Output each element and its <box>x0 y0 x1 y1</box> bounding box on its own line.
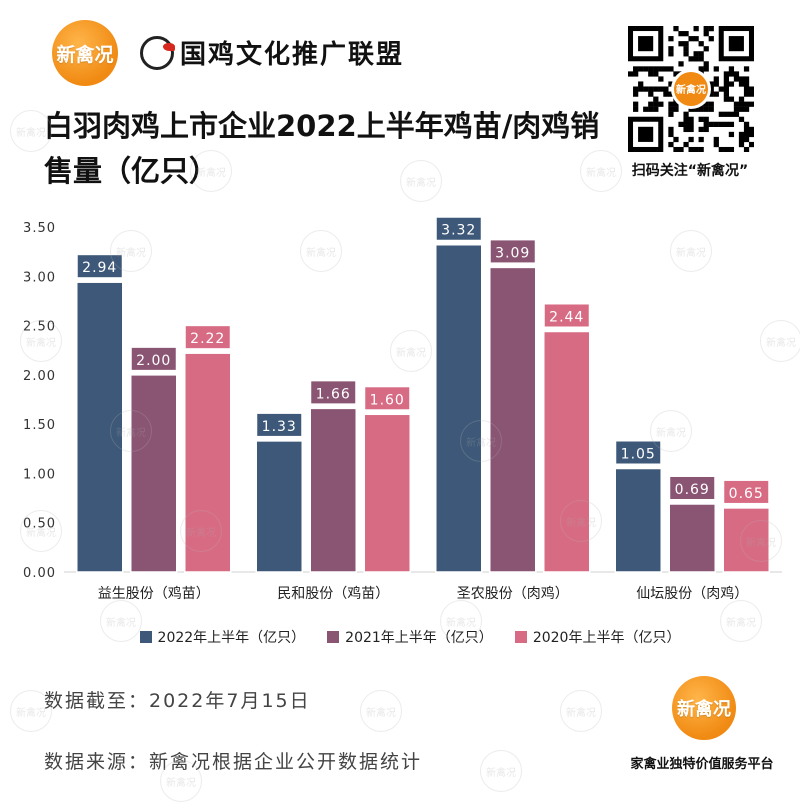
data-label-box <box>131 347 176 370</box>
data-label: 2.22 <box>190 331 225 347</box>
y-tick-label: 2.00 <box>23 369 56 384</box>
data-label: 1.66 <box>316 386 351 402</box>
data-source: 数据来源：新禽况根据企业公开数据统计 <box>44 751 423 773</box>
y-tick-label: 0.00 <box>23 566 56 581</box>
bar <box>130 374 178 573</box>
xinqinkuang-logo-bottom: 新禽况 <box>672 676 736 740</box>
y-tick-label: 3.50 <box>23 221 56 236</box>
watermark-logo: 新禽况 <box>100 600 142 642</box>
data-label: 1.60 <box>370 392 405 408</box>
watermark-logo: 新禽况 <box>760 320 800 362</box>
data-label-box <box>77 255 122 278</box>
data-as-of: 数据截至：2022年7月15日 <box>44 690 311 712</box>
watermark-logo: 新禽况 <box>360 690 402 732</box>
data-label-box <box>311 381 356 404</box>
data-label-box <box>490 240 535 263</box>
data-label: 3.09 <box>495 245 530 261</box>
watermark-logo: 新禽况 <box>650 410 692 452</box>
legend-label: 2022年上半年（亿只） <box>157 630 306 646</box>
data-label-box <box>670 476 715 499</box>
data-label: 2.44 <box>549 309 584 325</box>
x-tick-label: 益生股份（鸡苗） <box>98 585 210 602</box>
y-tick-label: 3.00 <box>23 270 56 285</box>
watermark-logo: 新禽况 <box>10 110 52 152</box>
x-tick-label: 仙坛股份（肉鸡） <box>636 585 748 602</box>
watermark-logo: 新禽况 <box>20 320 62 362</box>
watermark-logo: 新禽况 <box>580 150 622 192</box>
legend-swatch <box>139 631 152 643</box>
y-tick-label: 1.50 <box>23 418 56 433</box>
data-label-box <box>616 441 661 464</box>
watermark-logo: 新禽况 <box>400 160 442 202</box>
legend-item: 2020年上半年（亿只） <box>514 627 681 647</box>
data-label-box <box>724 480 769 503</box>
data-label-box <box>436 217 481 240</box>
data-label: 3.32 <box>441 223 476 239</box>
watermark-logo: 新禽况 <box>560 690 602 732</box>
data-label-box <box>544 304 589 327</box>
watermark-logo: 新禽况 <box>20 510 62 552</box>
watermark-logo: 新禽况 <box>180 510 222 552</box>
data-label: 1.05 <box>621 447 656 463</box>
watermark-logo: 新禽况 <box>10 690 52 732</box>
watermark-logo: 新禽况 <box>300 230 342 272</box>
alliance-brand: 国鸡文化推广联盟 <box>140 34 404 71</box>
data-label-box <box>185 326 230 349</box>
rooster-icon <box>140 35 175 70</box>
watermark-logo: 新禽况 <box>110 410 152 452</box>
data-label-box <box>365 387 410 410</box>
y-tick-label: 1.00 <box>23 467 56 482</box>
watermark-logo: 新禽况 <box>460 420 502 462</box>
watermark-logo: 新禽况 <box>190 150 232 192</box>
legend-item: 2022年上半年（亿只） <box>139 627 306 647</box>
bar <box>614 467 662 573</box>
legend-swatch <box>514 631 527 643</box>
data-label-box <box>257 413 302 436</box>
data-label: 1.33 <box>262 419 297 435</box>
bar <box>435 243 483 573</box>
data-label: 0.65 <box>729 486 764 502</box>
bar <box>255 440 303 573</box>
legend-swatch <box>327 631 340 643</box>
xinqinkuang-logo: 新禽况 <box>52 20 118 86</box>
chart-title: 白羽肉鸡上市企业2022上半年鸡苗/肉鸡销售量（亿只） <box>44 109 600 188</box>
qr-caption: 扫码关注“新禽况” <box>631 163 749 179</box>
watermark-logo: 新禽况 <box>560 500 602 542</box>
watermark-logo: 新禽况 <box>110 230 152 272</box>
watermark-logo: 新禽况 <box>670 230 712 272</box>
bar <box>309 407 357 573</box>
watermark-logo: 新禽况 <box>440 600 482 642</box>
watermark-logo: 新禽况 <box>390 330 432 372</box>
bar-chart: 0.000.501.001.502.002.503.003.502.942.00… <box>23 217 782 602</box>
bar <box>489 266 537 573</box>
qr-center-logo: 新禽况 <box>676 83 706 96</box>
watermark-logo: 新禽况 <box>160 760 202 802</box>
watermark-logo: 新禽况 <box>480 750 522 792</box>
qr-code-icon[interactable]: 新禽况 <box>628 26 754 152</box>
chart-legend: 2022年上半年（亿只） 2021年上半年（亿只） 2020年上半年（亿只） <box>100 627 720 647</box>
watermark-logo: 新禽况 <box>720 600 762 642</box>
data-label: 2.94 <box>82 260 117 276</box>
alliance-name: 国鸡文化推广联盟 <box>180 40 405 70</box>
watermark-logo: 新禽况 <box>740 520 782 562</box>
data-label: 2.00 <box>136 353 171 369</box>
bar <box>363 413 411 573</box>
platform-tagline: 家禽业独特价值服务平台 <box>630 757 774 772</box>
data-label: 0.69 <box>675 482 710 498</box>
x-tick-label: 民和股份（鸡苗） <box>277 585 389 602</box>
legend-label: 2020年上半年（亿只） <box>532 630 681 646</box>
x-tick-label: 圣农股份（肉鸡） <box>457 585 569 602</box>
bar <box>668 503 716 573</box>
